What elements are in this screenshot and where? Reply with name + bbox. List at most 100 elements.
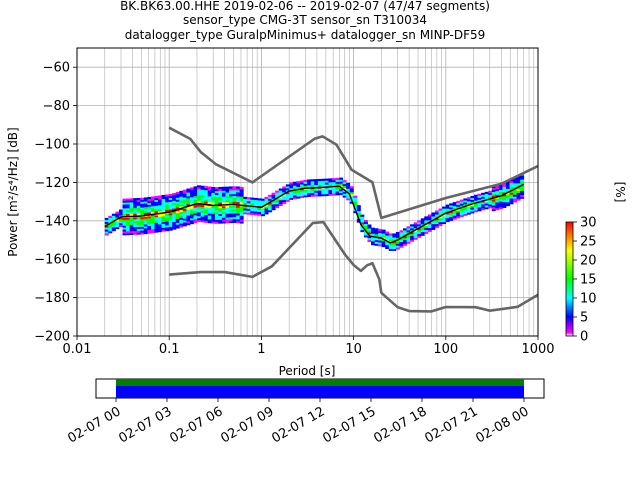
heatmap-cell [221,202,226,205]
heatmap-cell [218,202,223,205]
heatmap-cell [424,218,429,221]
heatmap-cell [285,192,290,195]
heatmap-cell [335,187,340,190]
heatmap-cell [189,195,194,198]
heatmap-cell [118,213,123,216]
colorbar [565,221,574,337]
heatmap-cell [161,204,166,207]
heatmap-cell [303,181,308,184]
heatmap-cell [253,207,258,210]
heatmap-cell [481,196,486,199]
heatmap-cell [200,201,205,204]
heatmap-cell [385,244,390,248]
heatmap-cell [218,186,223,190]
heatmap-cell [239,186,244,189]
heatmap-cell [243,196,248,199]
low-noise-model-line [169,220,538,313]
heatmap-cell [459,211,464,214]
heatmap-cell [491,193,496,196]
heatmap-cell [172,200,177,203]
heatmap-cell [129,223,134,226]
heatmap-cell [143,228,148,231]
heatmap-cell [232,213,237,216]
heatmap-cell [175,191,180,194]
heatmap-cell [513,179,518,182]
heatmap-cell [197,189,202,192]
heatmap-cell [356,212,361,215]
heatmap-cell [126,211,131,215]
heatmap-cell [335,193,340,196]
heatmap-cell [154,205,159,208]
heatmap-cell [399,237,404,241]
heatmap-cell [179,192,184,195]
heatmap-cell [229,199,233,203]
heatmap-cell [129,207,134,211]
heatmap-cell [520,192,525,195]
heatmap-cell [154,220,159,224]
heatmap-cell [385,231,390,234]
heatmap-cell [232,195,237,199]
heatmap-cell [189,200,194,204]
heatmap-cell [498,207,503,210]
heatmap-cell [182,191,187,194]
heatmap-cell [172,192,177,196]
heatmap-cell [161,194,166,198]
heatmap-cell [253,199,258,202]
heatmap-cell [466,197,471,200]
heatmap-cell [232,211,237,214]
heatmap-cell [179,219,184,222]
heatmap-cell [424,225,429,229]
heatmap-cell [189,197,194,200]
heatmap-cell [150,206,155,209]
heatmap-cell [317,188,322,191]
heatmap-cell [289,193,294,196]
heatmap-cell [374,239,379,242]
x-tick-label: 100 [433,342,458,357]
heatmap-cell [371,231,375,234]
heatmap-cell [133,228,138,231]
heatmap-cell [520,194,525,197]
heatmap-cell [111,227,116,230]
heatmap-cell [236,207,241,210]
heatmap-cell [495,206,500,209]
heatmap-cell [236,198,241,201]
heatmap-cell [331,187,336,190]
heatmap-cell [168,205,173,208]
heatmap-cell [434,210,439,213]
heatmap-cell [321,190,326,193]
heatmap-cell [136,205,141,208]
heatmap-cell [452,204,457,207]
heatmap-cell [431,223,436,227]
heatmap-cell [221,190,226,193]
heatmap-cell [236,194,241,197]
heatmap-cell [463,213,468,216]
heatmap-cell [342,182,347,185]
heatmap-cell [214,198,219,201]
heatmap-cell [161,229,166,232]
heatmap-cell [424,224,429,227]
heatmap-cell [133,200,138,203]
heatmap-cell [264,206,269,209]
heatmap-cell [275,192,280,195]
heatmap-cell [449,216,454,219]
heatmap-cell [133,198,138,201]
heatmap-cell [413,237,418,240]
heatmap-cell [172,223,177,226]
heatmap-cell [136,222,141,226]
heatmap-cell [268,194,273,197]
heatmap-cell [296,183,301,186]
heatmap-cell [140,228,145,231]
heatmap-cell [133,217,138,220]
heatmap-cell [513,198,518,201]
heatmap-cell [111,217,116,220]
heatmap-cell [502,203,507,207]
heatmap-cell [502,190,507,193]
colorbar-ticks: 0 5 10 15 20 25 30 [573,216,597,345]
heatmap-cell [285,184,290,187]
heatmap-cell [211,210,216,213]
heatmap-cell [484,207,489,210]
heatmap-cell [229,190,233,193]
heatmap-cell [378,232,383,235]
heatmap-cell [175,226,180,229]
